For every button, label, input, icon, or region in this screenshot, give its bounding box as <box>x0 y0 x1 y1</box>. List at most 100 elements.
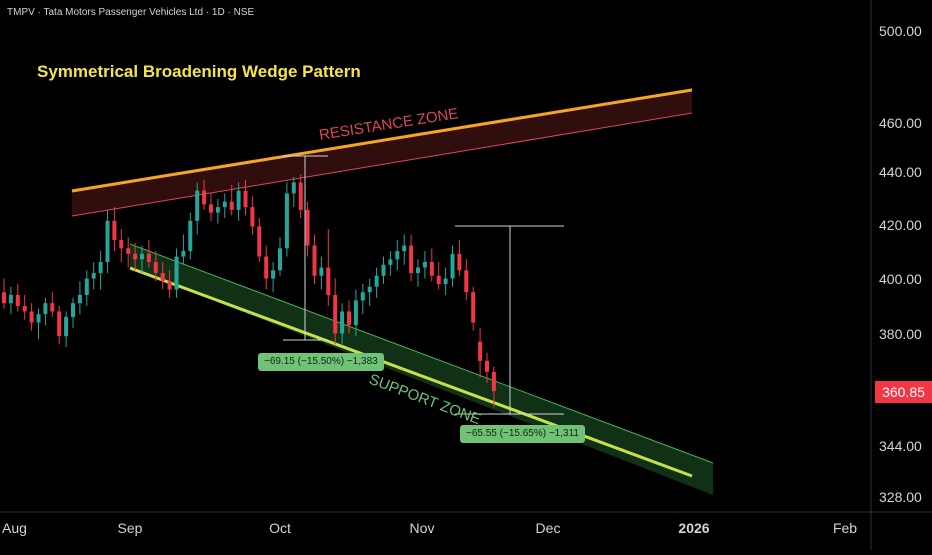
time-axis: Aug Sep Oct Nov Dec 2026 Feb <box>2 520 857 536</box>
time-tick-label: Oct <box>269 520 291 536</box>
candle <box>333 278 338 345</box>
candle <box>195 182 200 235</box>
candle <box>133 242 138 271</box>
candle <box>436 262 441 290</box>
candle <box>471 286 476 331</box>
candle <box>2 278 6 309</box>
candle <box>326 229 331 306</box>
candle <box>71 297 75 328</box>
candle <box>450 245 455 287</box>
candle <box>119 229 124 263</box>
support-line <box>129 266 693 478</box>
candle <box>243 179 248 216</box>
candle <box>464 259 469 301</box>
candle <box>429 248 434 282</box>
price-tick-label: 500.00 <box>879 23 922 39</box>
candle <box>271 262 276 293</box>
resistance-zone <box>71 88 693 217</box>
candle <box>485 352 489 383</box>
candle <box>98 251 103 290</box>
candle <box>160 262 165 290</box>
candle <box>126 237 131 268</box>
candle <box>174 248 179 298</box>
candle <box>202 179 207 210</box>
candle <box>84 270 89 306</box>
time-tick-label: Aug <box>2 520 27 536</box>
candle <box>22 294 27 320</box>
candle <box>395 240 400 271</box>
candle <box>181 234 186 265</box>
candle <box>367 278 372 306</box>
candle <box>112 207 117 252</box>
candle <box>146 240 151 268</box>
time-tick-label: 2026 <box>678 520 709 536</box>
candle <box>77 281 82 315</box>
price-tick-label: 344.00 <box>879 438 922 454</box>
candle <box>491 366 496 408</box>
last-price-badge: 360.85 <box>875 381 932 403</box>
candle <box>167 270 172 298</box>
price-tick-label: 440.00 <box>879 164 922 180</box>
candle <box>340 303 345 345</box>
price-tick-label: 400.00 <box>879 271 922 287</box>
candle <box>353 289 358 337</box>
candle <box>43 297 48 326</box>
candle <box>416 259 420 287</box>
candle <box>422 251 427 279</box>
candle <box>278 237 282 276</box>
candle <box>91 262 96 290</box>
candle <box>360 284 365 315</box>
time-tick-label: Nov <box>410 520 435 536</box>
symbol-header: TMPV · Tata Motors Passenger Vehicles Lt… <box>7 7 255 18</box>
candle <box>250 196 255 235</box>
candle <box>347 300 351 334</box>
candle <box>50 292 55 317</box>
candle <box>443 267 448 295</box>
candle <box>291 176 296 208</box>
measure-tool-1 <box>283 155 328 341</box>
candle <box>305 201 310 257</box>
candle <box>8 286 13 315</box>
candle <box>312 234 317 284</box>
candle <box>215 198 220 224</box>
price-axis: 500.00 460.00 440.00 420.00 400.00 380.00 344.… <box>879 23 922 505</box>
candle <box>388 251 393 276</box>
candle <box>236 182 241 221</box>
candle <box>140 245 144 274</box>
candle <box>188 212 193 260</box>
candle <box>457 240 462 276</box>
candle <box>298 174 303 219</box>
candle <box>319 256 324 290</box>
resistance-line <box>71 88 693 193</box>
price-tick-label: 328.00 <box>879 489 922 505</box>
candle <box>29 303 34 331</box>
candle <box>222 193 227 219</box>
candle <box>284 182 289 257</box>
candle <box>229 185 234 216</box>
candle <box>36 308 41 339</box>
candle <box>264 245 269 290</box>
price-tick-label: 420.00 <box>879 217 922 233</box>
candles-group <box>2 174 496 408</box>
candle <box>105 209 110 274</box>
candle <box>209 193 213 221</box>
pattern-title: Symmetrical Broadening Wedge Pattern <box>37 62 361 81</box>
candle <box>374 267 379 298</box>
time-tick-label: Dec <box>536 520 561 536</box>
candle <box>64 311 69 348</box>
candle <box>478 327 483 378</box>
candle <box>257 218 262 263</box>
time-tick-label: Sep <box>118 520 143 536</box>
candle <box>409 234 414 282</box>
measure-label-1: −69.15 (−15.50%) −1,383 <box>258 353 384 371</box>
candle <box>153 251 158 282</box>
candle <box>15 284 20 312</box>
candle <box>57 305 62 345</box>
candle <box>402 234 407 265</box>
measure-tool-2 <box>455 225 564 415</box>
candle <box>381 256 386 284</box>
measure-label-2: −65.55 (−15.65%) −1,311 <box>460 425 585 443</box>
price-tick-label: 380.00 <box>879 326 922 342</box>
